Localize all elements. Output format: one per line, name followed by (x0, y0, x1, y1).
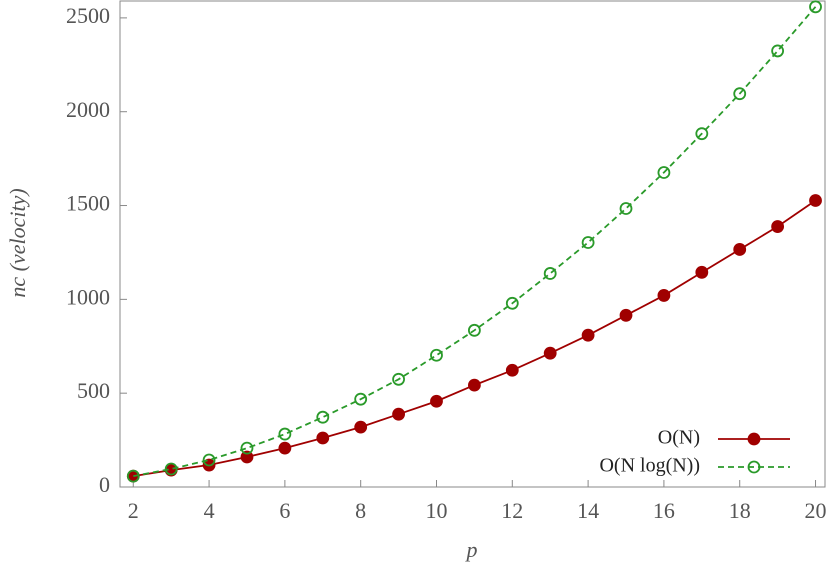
point (771, 220, 785, 233)
point (809, 194, 822, 207)
point (619, 308, 633, 322)
x-tick-label: 4 (204, 498, 215, 523)
x-tick-label: 18 (729, 498, 751, 523)
x-tick-label: 8 (355, 498, 366, 523)
x-axis-label: p (465, 537, 478, 562)
point (733, 243, 747, 256)
point (164, 462, 178, 476)
point (392, 407, 405, 421)
x-tick-label: 14 (577, 498, 599, 523)
x-tick-label: 10 (425, 498, 447, 523)
point (695, 265, 709, 279)
legend-marker (747, 432, 761, 446)
point (695, 127, 709, 141)
point (733, 87, 747, 101)
point (467, 323, 481, 337)
point (202, 453, 216, 467)
series-line (133, 6, 817, 478)
x-tick-label: 12 (501, 498, 523, 523)
x-tick-label: 6 (279, 498, 290, 523)
point (809, 0, 822, 14)
y-tick-label: 2500 (66, 3, 110, 28)
y-tick-label: 500 (77, 378, 110, 403)
y-axis-label: nc (velocity) (5, 188, 30, 297)
point (505, 363, 519, 377)
y-tick-label: 0 (99, 472, 110, 497)
legend-label: O(N log(N)) (599, 455, 700, 477)
legend-marker (747, 460, 761, 474)
y-tick-label: 2000 (66, 97, 110, 122)
point (467, 378, 481, 392)
point (581, 236, 595, 249)
point (771, 44, 785, 58)
point (543, 346, 557, 360)
y-tick-label: 1000 (66, 284, 110, 309)
point (392, 372, 405, 386)
point (316, 431, 330, 445)
point (657, 289, 671, 302)
point (278, 427, 292, 441)
point (316, 410, 330, 424)
plot-frame (119, 0, 826, 488)
series-line (133, 199, 817, 478)
x-tick-label: 20 (805, 498, 827, 523)
legend-label: O(N) (658, 427, 700, 449)
point (581, 328, 595, 342)
x-tick-label: 16 (653, 498, 675, 523)
point (354, 420, 368, 434)
point (278, 441, 292, 455)
point (619, 202, 633, 215)
point (505, 296, 519, 310)
x-tick-label: 2 (128, 498, 139, 523)
point (240, 441, 254, 455)
point (543, 267, 557, 280)
point (354, 392, 368, 406)
point (240, 450, 254, 464)
y-tick-label: 1500 (66, 191, 110, 216)
point (126, 469, 140, 483)
point (430, 348, 443, 362)
point (430, 394, 443, 408)
point (657, 166, 671, 179)
